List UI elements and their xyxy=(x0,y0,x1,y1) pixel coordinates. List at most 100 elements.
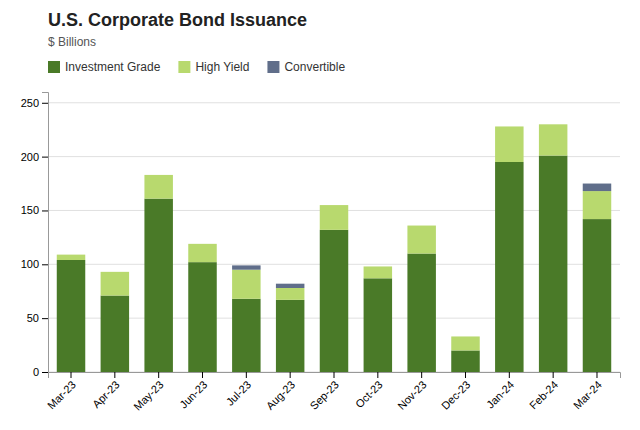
plot-area: 0 50 100 150 200 250 Mar-23 Apr-23 May-23 Jun-23 J… xyxy=(21,93,621,413)
grid xyxy=(48,103,620,372)
tick-mark xyxy=(290,372,291,378)
bar xyxy=(320,230,348,372)
tick: 100 xyxy=(21,258,48,270)
bar xyxy=(144,199,172,372)
series xyxy=(57,156,611,372)
bar xyxy=(539,156,567,372)
bar xyxy=(364,266,392,267)
legend-item: Investment Grade xyxy=(48,60,161,74)
legend: Investment Grade High Yield Convertible xyxy=(48,60,345,74)
legend-label: Convertible xyxy=(284,60,345,74)
bar xyxy=(320,205,348,206)
bar xyxy=(144,174,172,175)
bar xyxy=(232,270,260,299)
tick: 200 xyxy=(21,151,48,163)
tick: Aug-23 xyxy=(264,372,298,412)
bar xyxy=(57,254,85,255)
tick: 150 xyxy=(21,204,48,216)
y-axis: 0 50 100 150 200 250 xyxy=(21,93,49,379)
tick: Sep-23 xyxy=(307,372,341,412)
bar xyxy=(276,300,304,372)
tick-mark xyxy=(509,372,510,378)
bar xyxy=(583,219,611,372)
series xyxy=(232,184,611,288)
tick-mark xyxy=(42,318,48,319)
tick-label: Mar-24 xyxy=(571,378,604,411)
tick-label: 100 xyxy=(21,258,39,270)
tick: Apr-23 xyxy=(90,372,122,410)
tick-label: Apr-23 xyxy=(90,378,122,410)
tick: Dec-23 xyxy=(439,372,473,412)
tick-label: 0 xyxy=(33,366,39,378)
bar xyxy=(364,266,392,278)
tick-label: Sep-23 xyxy=(307,378,341,412)
bar xyxy=(320,205,348,230)
legend-swatch xyxy=(178,61,190,73)
tick-label: Jul-23 xyxy=(224,378,254,408)
bar xyxy=(232,265,260,269)
tick: May-23 xyxy=(131,372,165,413)
tick: 250 xyxy=(21,97,48,109)
tick-label: Aug-23 xyxy=(264,378,298,412)
title: U.S. Corporate Bond Issuance xyxy=(48,10,307,30)
bar xyxy=(539,124,567,155)
axis-line xyxy=(49,373,621,379)
bar xyxy=(188,243,216,244)
tick: Jan-24 xyxy=(484,372,516,411)
tick: 0 xyxy=(33,366,48,378)
x-axis: Mar-23 Apr-23 May-23 Jun-23 Jul-23 Aug-23 Sep-… xyxy=(45,372,621,413)
tick-mark xyxy=(42,372,48,373)
tick-label: 50 xyxy=(27,312,39,324)
bar xyxy=(57,260,85,372)
tick-mark xyxy=(42,210,48,211)
tick: Nov-23 xyxy=(395,372,429,412)
bar xyxy=(583,191,611,219)
bar xyxy=(188,262,216,372)
bar xyxy=(407,226,435,254)
bar xyxy=(101,272,129,296)
bar xyxy=(101,271,129,272)
tick-label: Mar-23 xyxy=(45,378,78,411)
subtitle: $ Billions xyxy=(48,35,96,49)
tick: Mar-24 xyxy=(571,372,604,411)
tick-label: Nov-23 xyxy=(395,378,429,412)
bar xyxy=(276,284,304,288)
bar xyxy=(57,255,85,260)
tick-mark xyxy=(158,372,159,378)
bar xyxy=(188,244,216,262)
tick-mark xyxy=(246,372,247,378)
tick-label: Jun-23 xyxy=(177,378,209,410)
tick: Mar-23 xyxy=(45,372,78,411)
tick-label: 150 xyxy=(21,204,39,216)
tick-mark xyxy=(42,103,48,104)
bar xyxy=(495,126,523,162)
bar xyxy=(101,296,129,372)
tick: 50 xyxy=(27,312,48,324)
tick: Feb-24 xyxy=(527,372,560,411)
bar xyxy=(407,254,435,372)
bars xyxy=(57,124,611,372)
bar xyxy=(451,350,479,372)
tick-mark xyxy=(42,157,48,158)
bar xyxy=(495,162,523,372)
tick-label: Oct-23 xyxy=(353,378,385,410)
tick-label: Feb-24 xyxy=(527,378,560,411)
grid-line xyxy=(48,102,620,103)
tick-mark xyxy=(114,372,115,378)
tick-mark xyxy=(71,372,72,378)
tick: Jul-23 xyxy=(224,372,254,408)
bar xyxy=(539,124,567,125)
legend-swatch xyxy=(267,61,279,73)
tick: Oct-23 xyxy=(353,372,385,410)
bar xyxy=(276,288,304,300)
tick-mark xyxy=(465,372,466,378)
tick-label: Dec-23 xyxy=(439,378,473,412)
bar xyxy=(451,336,479,350)
tick-mark xyxy=(202,372,203,378)
bar xyxy=(495,126,523,127)
tick-label: May-23 xyxy=(131,378,165,412)
legend-item: High Yield xyxy=(178,60,249,74)
tick-mark xyxy=(421,372,422,378)
series xyxy=(57,124,611,350)
tick-label: 250 xyxy=(21,97,39,109)
